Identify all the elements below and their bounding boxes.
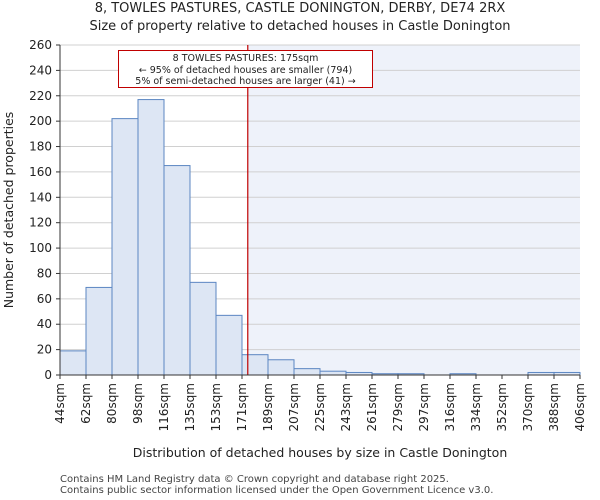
x-tick-label: 334sqm: [469, 383, 483, 431]
histogram-bar: [163, 165, 191, 376]
highlight-region: [247, 45, 580, 375]
x-tick-label: 297sqm: [417, 383, 431, 431]
x-tick-label: 62sqm: [79, 383, 93, 424]
x-tick-label: 80sqm: [105, 383, 119, 424]
x-tick-label: 279sqm: [391, 383, 405, 431]
histogram-bar: [293, 368, 321, 376]
x-tick-label: 207sqm: [287, 383, 301, 431]
y-tick-label: 200: [29, 114, 52, 128]
histogram-bar: [241, 354, 269, 376]
histogram-bar: [59, 350, 87, 376]
histogram-bar: [85, 286, 113, 376]
chart-title-line2: Size of property relative to detached ho…: [89, 19, 511, 34]
y-tick-label: 120: [29, 216, 52, 230]
x-tick-label: 243sqm: [339, 383, 353, 431]
x-tick-label: 261sqm: [365, 383, 379, 431]
chart-title-line1: 8, TOWLES PASTURES, CASTLE DONINGTON, DE…: [94, 1, 506, 16]
x-tick-label: 153sqm: [209, 383, 223, 431]
histogram-chart: 0 20 40 60 80 100 120 140 160 180 200 220 240 260 44sq…: [1, 38, 587, 460]
x-tick-label: 316sqm: [443, 383, 457, 431]
footer-line2: Contains public sector information licen…: [60, 485, 494, 496]
annotation-line2: ← 95% of detached houses are smaller (79…: [138, 64, 353, 76]
y-tick-label: 80: [37, 266, 52, 280]
y-tick-label: 260: [29, 38, 52, 52]
x-tick-label: 406sqm: [573, 383, 587, 431]
y-tick-label: 40: [37, 317, 52, 331]
histogram-bar: [267, 359, 295, 376]
y-tick-label: 0: [44, 368, 52, 382]
y-tick-label: 240: [29, 63, 52, 77]
annotation-line1: 8 TOWLES PASTURES: 175sqm: [172, 53, 319, 64]
x-tick-label: 388sqm: [547, 383, 561, 431]
x-tick-label: 352sqm: [495, 383, 509, 431]
annotation-box: 8 TOWLES PASTURES: 175sqm ← 95% of detac…: [118, 50, 373, 88]
histogram-bar: [189, 281, 217, 376]
y-tick-label: 20: [37, 343, 52, 357]
y-tick-label: 180: [29, 140, 52, 154]
x-tick-label: 171sqm: [235, 383, 249, 431]
x-tick-label: 98sqm: [131, 383, 145, 424]
x-tick-label: 135sqm: [183, 383, 197, 431]
histogram-bar: [215, 314, 243, 376]
x-axis-title: Distribution of detached houses by size …: [133, 445, 508, 460]
y-tick-label: 160: [29, 165, 52, 179]
y-tick-label: 100: [29, 241, 52, 255]
footer-line1: Contains HM Land Registry data © Crown c…: [60, 474, 449, 485]
x-tick-label: 189sqm: [261, 383, 275, 431]
histogram-bar: [137, 99, 165, 376]
x-tick-label: 225sqm: [313, 383, 327, 431]
y-tick-label: 60: [37, 292, 52, 306]
y-tick-label: 220: [29, 89, 52, 103]
annotation-line3: 5% of semi-detached houses are larger (4…: [135, 76, 356, 87]
histogram-bar: [111, 118, 139, 376]
y-axis-title: Number of detached properties: [1, 112, 16, 309]
histogram-bar: [319, 370, 347, 376]
y-tick-label: 140: [29, 190, 52, 204]
x-tick-label: 44sqm: [53, 383, 67, 424]
x-tick-label: 116sqm: [157, 383, 171, 431]
x-tick-label: 370sqm: [521, 383, 535, 431]
